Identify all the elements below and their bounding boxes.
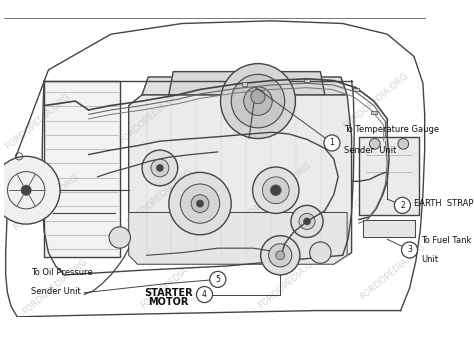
Circle shape xyxy=(220,64,295,139)
Circle shape xyxy=(169,173,231,235)
Text: FORDOPEDIA.ORG: FORDOPEDIA.ORG xyxy=(257,251,326,310)
Circle shape xyxy=(276,251,285,260)
Circle shape xyxy=(196,286,212,303)
Text: 3: 3 xyxy=(407,245,412,254)
Circle shape xyxy=(271,185,281,195)
Text: Sender Unit: Sender Unit xyxy=(31,286,81,296)
Circle shape xyxy=(324,135,340,151)
Text: Unit: Unit xyxy=(421,255,438,264)
Text: To Temperature Gauge: To Temperature Gauge xyxy=(345,125,439,134)
Polygon shape xyxy=(363,220,415,238)
Text: To Oil Pressure: To Oil Pressure xyxy=(31,268,92,277)
Circle shape xyxy=(263,177,289,204)
Circle shape xyxy=(310,242,331,263)
Bar xyxy=(353,88,359,91)
Polygon shape xyxy=(142,77,347,95)
Circle shape xyxy=(291,205,323,238)
Text: Sender  Unit: Sender Unit xyxy=(345,146,397,155)
Text: 2: 2 xyxy=(400,201,405,210)
Circle shape xyxy=(21,185,31,195)
Polygon shape xyxy=(128,95,352,264)
Text: FORDOPEDIA.ORG: FORDOPEDIA.ORG xyxy=(3,92,72,151)
Text: FORDOPEDIA.ORG: FORDOPEDIA.ORG xyxy=(20,257,89,316)
Text: 4: 4 xyxy=(202,290,207,299)
Text: MOTOR: MOTOR xyxy=(149,297,189,307)
Circle shape xyxy=(244,87,272,115)
Circle shape xyxy=(156,164,164,172)
Bar xyxy=(304,79,310,82)
Bar xyxy=(242,82,247,86)
Text: 5: 5 xyxy=(215,275,220,284)
Text: To Fuel Tank: To Fuel Tank xyxy=(421,236,472,245)
Circle shape xyxy=(398,139,409,149)
Circle shape xyxy=(0,156,60,224)
Circle shape xyxy=(196,200,203,207)
Circle shape xyxy=(369,139,380,149)
Circle shape xyxy=(191,195,209,213)
Text: FORDOPEDIA.ORG: FORDOPEDIA.ORG xyxy=(232,77,300,136)
Circle shape xyxy=(151,159,169,177)
Circle shape xyxy=(253,167,299,213)
Polygon shape xyxy=(128,213,347,264)
Circle shape xyxy=(251,90,265,104)
Text: FORDOPEDIA.ORG: FORDOPEDIA.ORG xyxy=(350,152,419,211)
Bar xyxy=(371,111,376,115)
Circle shape xyxy=(269,244,292,267)
Circle shape xyxy=(401,242,418,258)
Text: FORDOPEDIA.ORG: FORDOPEDIA.ORG xyxy=(341,71,410,130)
Text: FORDOPEDIA.ORG: FORDOPEDIA.ORG xyxy=(12,173,81,233)
Text: STARTER: STARTER xyxy=(145,288,193,298)
Circle shape xyxy=(261,236,300,275)
Polygon shape xyxy=(44,81,120,257)
Text: 1: 1 xyxy=(329,139,334,148)
Circle shape xyxy=(142,150,178,186)
Polygon shape xyxy=(359,137,419,215)
Circle shape xyxy=(303,218,310,225)
Text: FORDOPEDIA.ORG: FORDOPEDIA.ORG xyxy=(358,242,427,302)
Text: EARTH  STRAP: EARTH STRAP xyxy=(414,199,474,208)
Circle shape xyxy=(109,227,130,248)
Circle shape xyxy=(210,271,226,287)
Circle shape xyxy=(231,74,285,128)
Circle shape xyxy=(181,184,219,223)
Circle shape xyxy=(394,197,410,213)
Circle shape xyxy=(299,213,315,229)
Text: FORDOPEDIA.ORG: FORDOPEDIA.ORG xyxy=(244,161,313,220)
Text: FORDOPEDIA.ORG: FORDOPEDIA.ORG xyxy=(139,251,207,310)
Text: FORDOPEDIA.ORG: FORDOPEDIA.ORG xyxy=(118,86,186,145)
Polygon shape xyxy=(169,72,325,95)
Text: FORDOPEDIA.ORG: FORDOPEDIA.ORG xyxy=(126,167,194,226)
